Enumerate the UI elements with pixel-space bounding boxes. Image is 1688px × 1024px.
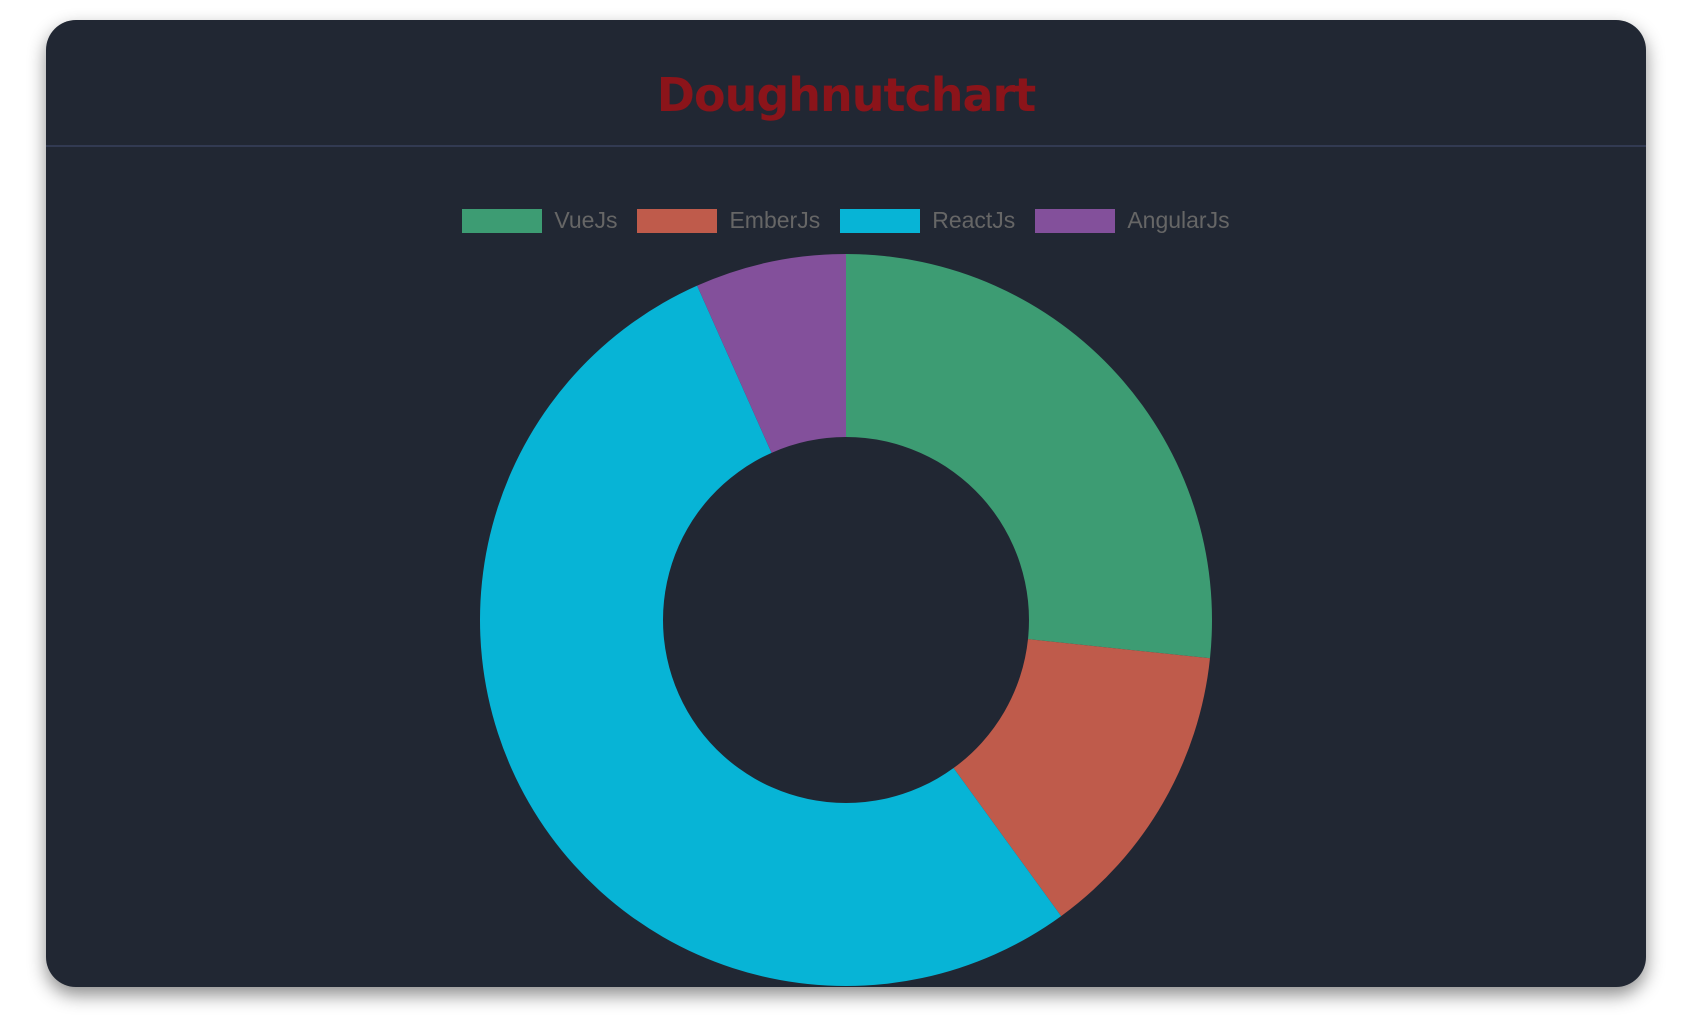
legend-swatch (840, 208, 921, 233)
slice-reactjs[interactable] (479, 285, 1062, 987)
legend-item-reactjs[interactable]: ReactJs (840, 207, 1015, 234)
legend-item-emberjs[interactable]: EmberJs (637, 207, 820, 234)
legend-swatch (462, 208, 543, 233)
slice-angularjs[interactable] (697, 254, 846, 453)
legend-item-angularjs[interactable]: AngularJs (1035, 207, 1230, 234)
chart-card: Doughnutchart VueJs EmberJs ReactJs Angular… (46, 20, 1646, 987)
legend-label: AngularJs (1127, 207, 1230, 233)
header-divider (46, 145, 1646, 147)
legend-swatch (637, 208, 718, 233)
legend-label: EmberJs (729, 207, 821, 233)
doughnut-chart (479, 254, 1212, 987)
legend-item-vuejs[interactable]: VueJs (462, 207, 617, 234)
chart-title: Doughnutchart (656, 68, 1036, 122)
legend-swatch (1035, 208, 1116, 233)
slice-emberjs[interactable] (953, 639, 1210, 917)
legend-label: VueJs (554, 207, 618, 233)
legend: VueJs EmberJs ReactJs AngularJs (46, 207, 1646, 234)
slice-vuejs[interactable] (846, 254, 1212, 659)
legend-label: ReactJs (932, 207, 1016, 233)
